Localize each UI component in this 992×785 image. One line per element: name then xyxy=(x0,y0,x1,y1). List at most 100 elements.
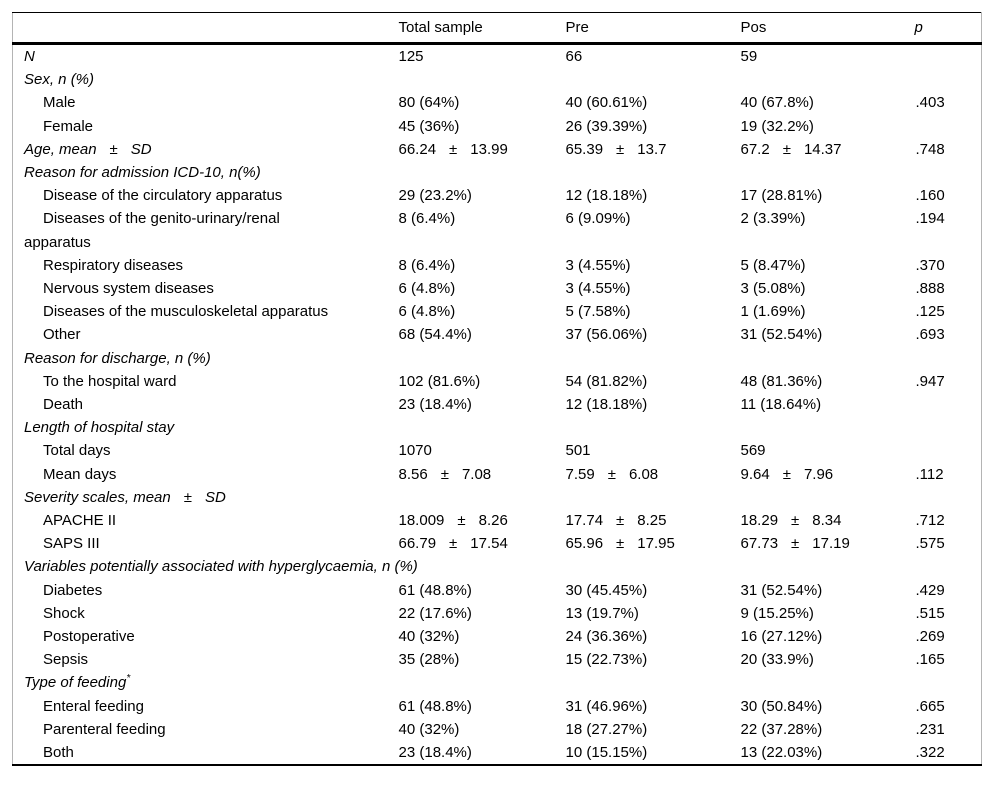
value-cell: 40 (60.61%) xyxy=(565,94,648,112)
p-value-cell xyxy=(915,68,982,91)
table-header: Total sample Pre Pos p xyxy=(12,12,982,45)
table-row: APACHE II 18.009 ±8.26 17.74 ±8.25 18.29 ±8.34… xyxy=(13,509,982,532)
column-header-pos: Pos xyxy=(740,12,915,45)
p-value-cell: .269 xyxy=(915,628,945,646)
table-row: Death 23 (18.4%) 12 (18.18%) 11 (18.64%) xyxy=(13,393,982,416)
value-cell: 5 (7.58%) xyxy=(565,303,631,321)
sd-value: 8.25 xyxy=(637,512,667,530)
row-label: Diseases of the genito-urinary/renal app… xyxy=(24,210,280,251)
row-label-cell: Other xyxy=(13,323,399,346)
row-label: Other xyxy=(43,326,81,344)
value-cell: 1 (1.69%) xyxy=(740,303,806,321)
value-cell: 18.29 ±8.34 xyxy=(741,509,915,532)
row-label: Nervous system diseases xyxy=(43,280,214,298)
row-label: APACHE II xyxy=(43,512,117,530)
mean-value: 7.59 xyxy=(565,465,595,483)
p-value-cell: .515 xyxy=(915,604,945,622)
row-label-cell: Death xyxy=(13,393,399,416)
value-cell xyxy=(399,161,566,184)
table-row: Reason for admission ICD-10, n(%) xyxy=(13,161,982,184)
p-value-cell: .370 xyxy=(915,256,945,274)
table-row: Age, mean ± SD 66.24 ±13.99 65.39 ±13.7 67.2 ±14… xyxy=(13,138,982,161)
sd-value: 17.54 xyxy=(470,535,508,553)
row-label: Enteral feeding xyxy=(43,697,144,715)
table-row: Both 23 (18.4%) 10 (15.15%) 13 (22.03%) .322 xyxy=(13,741,982,765)
value-cell: 18.009 ±8.26 xyxy=(399,509,566,532)
row-label-cell: Diabetes xyxy=(13,579,399,602)
p-value-cell xyxy=(915,115,982,138)
row-label: Mean days xyxy=(43,465,117,483)
table-row: Length of hospital stay xyxy=(13,416,982,439)
plus-minus-sign: ± xyxy=(183,488,192,506)
value-cell: 66 xyxy=(565,48,583,65)
value-cell: 24 (36.36%) xyxy=(565,628,648,646)
value-cell: 37 (56.06%) xyxy=(565,326,648,344)
table-row: Respiratory diseases 8 (6.4%) 3 (4.55%) 5 (… xyxy=(13,254,982,277)
row-label-cell: Respiratory diseases xyxy=(13,254,399,277)
row-label-cell: Diseases of the musculoskeletal apparatu… xyxy=(13,300,399,323)
value-cell: 67.2 ±14.37 xyxy=(741,138,915,161)
row-label-cell: Sepsis xyxy=(13,648,399,671)
value-cell xyxy=(741,486,915,509)
row-label-cell: Disease of the circulatory apparatus xyxy=(13,184,399,207)
table-row: Type of feeding* xyxy=(13,671,982,694)
plus-minus-sign: ± xyxy=(109,140,118,158)
row-label-cell: Type of feeding* xyxy=(13,671,399,694)
sd-value: 6.08 xyxy=(628,465,659,483)
value-cell: 12 (18.18%) xyxy=(565,396,648,414)
table-row: Diabetes 61 (48.8%) 30 (45.45%) 31 (52.54%)… xyxy=(13,579,982,602)
row-label: Type of feeding xyxy=(24,674,127,692)
clinical-characteristics-table: Total sample Pre Pos p N 125 66 59 Sex, n (%… xyxy=(12,12,982,767)
table-row: Mean days 8.56 ±7.08 7.59 ±6.08 9.64 ±7.96 .112 xyxy=(13,463,982,486)
value-cell: 3 (5.08%) xyxy=(740,280,806,298)
value-cell: 23 (18.4%) xyxy=(398,396,472,414)
row-label-cell: SAPS III xyxy=(13,532,399,555)
table-row: SAPS III 66.79 ±17.54 65.96 ±17.95 67.73 ±17.1… xyxy=(13,532,982,555)
row-label-cell: Total days xyxy=(13,439,399,462)
p-value-cell: .748 xyxy=(915,140,945,158)
table-row: Female 45 (36%) 26 (39.39%) 19 (32.2%) xyxy=(13,115,982,138)
value-cell xyxy=(566,161,741,184)
value-cell: 66.24 ±13.99 xyxy=(399,138,566,161)
plus-minus-sign: ± xyxy=(782,140,791,158)
sd-value: 13.99 xyxy=(470,140,508,158)
row-label-cell: Sex, n (%) xyxy=(13,68,399,91)
column-header-empty xyxy=(12,12,399,45)
value-cell xyxy=(741,347,915,370)
p-value-cell: .575 xyxy=(915,535,945,553)
row-label-cell: Diseases of the genito-urinary/renal app… xyxy=(13,207,399,253)
row-label: SAPS III xyxy=(43,535,100,553)
mean-value: 65.39 xyxy=(565,140,604,158)
p-value-cell: .429 xyxy=(915,581,945,599)
mean-value: 67.2 xyxy=(740,140,770,158)
header-row: Total sample Pre Pos p xyxy=(12,12,982,45)
table-row: Enteral feeding 61 (48.8%) 31 (46.96%) 30 (… xyxy=(13,695,982,718)
mean-value: 65.96 xyxy=(565,535,604,553)
p-value-cell xyxy=(915,416,982,439)
value-cell: 501 xyxy=(565,442,591,460)
row-label-cell: Age, mean ± SD xyxy=(13,138,399,161)
row-label: Sex, n (%) xyxy=(24,71,95,89)
row-label: Reason for admission ICD-10, n(%) xyxy=(24,164,261,182)
table-row: Postoperative 40 (32%) 24 (36.36%) 16 (27.1… xyxy=(13,625,982,648)
table-row: To the hospital ward 102 (81.6%) 54 (81.82… xyxy=(13,370,982,393)
value-cell xyxy=(566,347,741,370)
p-value-cell: .194 xyxy=(915,210,945,228)
sd-label: SD xyxy=(204,488,226,506)
row-label-cell: Parenteral feeding xyxy=(13,718,399,741)
value-cell: 3 (4.55%) xyxy=(565,256,631,274)
table-row: Sex, n (%) xyxy=(13,68,982,91)
value-cell: 40 (32%) xyxy=(398,720,460,738)
value-cell: 1070 xyxy=(398,442,432,460)
footnote-marker: * xyxy=(126,672,131,685)
value-cell xyxy=(741,671,915,694)
row-label: Male xyxy=(43,94,76,112)
mean-value: 17.74 xyxy=(565,512,604,530)
row-label-cell: N xyxy=(13,44,399,69)
row-label: Diabetes xyxy=(43,581,103,599)
value-cell: 15 (22.73%) xyxy=(565,651,648,669)
row-label: Diseases of the musculoskeletal apparatu… xyxy=(43,303,329,321)
table-row: Total days 1070 501 569 xyxy=(13,439,982,462)
value-cell: 11 (18.64%) xyxy=(740,396,822,414)
row-label: Total days xyxy=(43,442,111,460)
